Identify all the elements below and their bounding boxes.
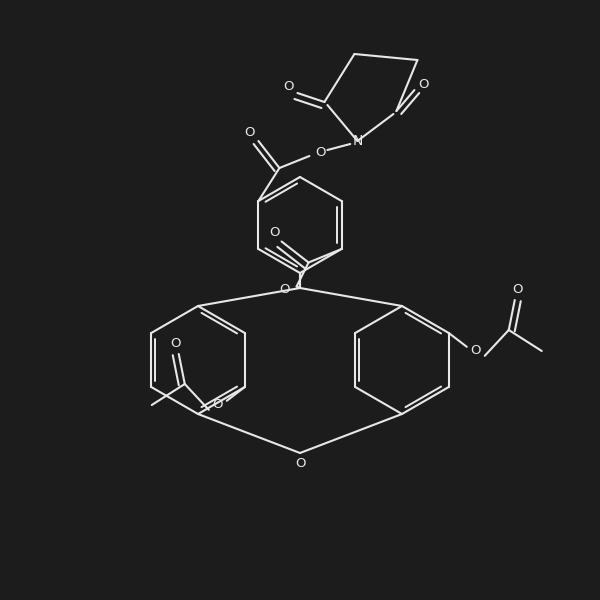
Text: O: O	[315, 146, 325, 160]
Text: O: O	[418, 77, 428, 91]
Text: O: O	[244, 125, 254, 139]
Text: N: N	[352, 134, 362, 148]
Text: O: O	[295, 457, 305, 470]
Text: O: O	[269, 226, 280, 239]
Text: O: O	[170, 337, 181, 350]
Text: O: O	[283, 80, 293, 94]
Text: O: O	[470, 344, 481, 358]
Text: O: O	[212, 398, 223, 412]
Text: O: O	[280, 283, 290, 296]
Text: O: O	[512, 283, 523, 296]
